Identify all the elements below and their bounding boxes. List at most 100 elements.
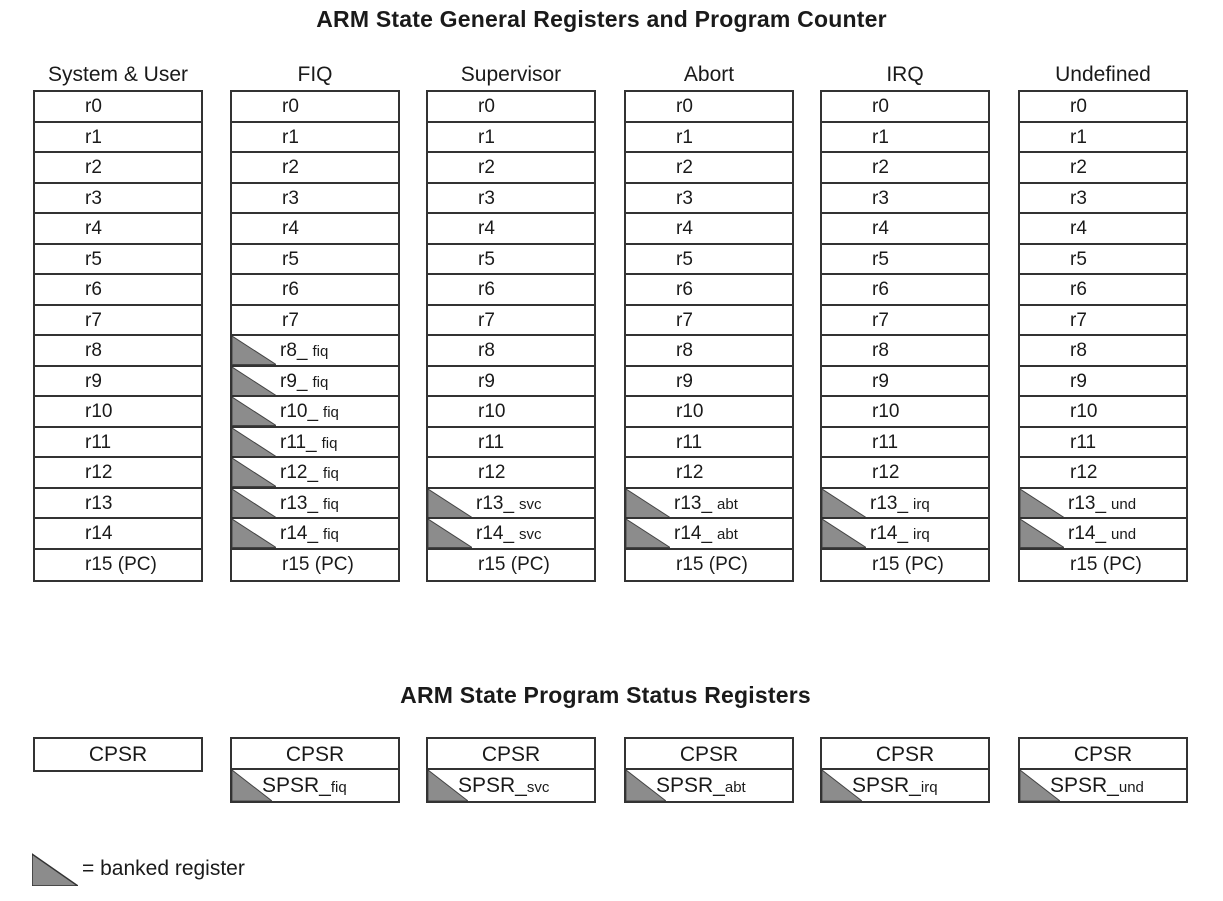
register-cell: r2 <box>822 153 988 184</box>
register-label: r5 <box>1070 245 1087 274</box>
register-label: r15 (PC) <box>1070 550 1142 580</box>
spsr-mode-suffix: irq <box>920 779 938 796</box>
register-cell: r2 <box>35 153 201 184</box>
status-register-box: CPSR SPSR_svc <box>426 737 596 803</box>
register-cell: r2 <box>626 153 792 184</box>
register-label: r10 <box>478 397 505 426</box>
register-name: r7 <box>1070 309 1087 331</box>
register-label: r11 <box>85 428 111 457</box>
register-cell: r9 <box>1020 367 1186 397</box>
cpsr-cell: CPSR <box>232 739 398 770</box>
register-label: r9_ fiq <box>280 367 328 396</box>
mode-header: Supervisor <box>460 63 562 86</box>
register-name: r14_ <box>674 523 713 544</box>
register-label: r12 <box>872 458 899 487</box>
register-cell: r11 <box>822 428 988 458</box>
register-label: r2 <box>85 153 102 182</box>
legend-text: = banked register <box>82 857 245 880</box>
register-label: r3 <box>1070 184 1087 213</box>
register-name: r6 <box>872 279 889 300</box>
mode-column: Undefined r0 r1 r2 r3 r4 r5 r6 r7 r8 r9 r10 r11 r12 r1… <box>1018 60 1188 582</box>
banked-triangle-icon <box>428 488 472 517</box>
register-label: r7 <box>1070 306 1087 335</box>
register-cell: r10 <box>35 397 201 428</box>
register-mode-suffix: fiq <box>321 434 338 452</box>
register-cell: r3 <box>35 184 201 214</box>
register-name: r0 <box>676 96 693 117</box>
register-name: r7 <box>478 309 495 331</box>
banked-triangle-icon <box>32 852 78 886</box>
register-cell: r7 <box>232 306 398 336</box>
register-name: r6 <box>478 279 495 300</box>
banked-register-cell: r14_ abt <box>626 519 792 550</box>
register-name: r7 <box>282 309 299 331</box>
register-cell: r5 <box>232 245 398 275</box>
register-label: r3 <box>282 184 299 213</box>
spsr-cell: SPSR_svc <box>428 770 594 801</box>
register-cell: r11 <box>428 428 594 458</box>
register-label: r4 <box>676 214 693 243</box>
spsr-cell: SPSR_und <box>1020 770 1186 801</box>
register-label: r5 <box>872 245 889 274</box>
banked-triangle-icon <box>626 488 670 517</box>
register-name: r0 <box>85 96 102 117</box>
spsr-name: SPSR_ <box>262 774 331 797</box>
banked-register-cell: r14_ und <box>1020 519 1186 550</box>
register-mode-suffix: abt <box>717 526 738 543</box>
register-label: r0 <box>872 92 889 121</box>
spsr-cell: SPSR_irq <box>822 770 988 801</box>
register-name: r2 <box>676 157 693 178</box>
register-label: r8_ fiq <box>280 336 328 365</box>
register-name: r15 (PC) <box>478 553 550 575</box>
register-label: r0 <box>85 92 102 121</box>
register-label: r9 <box>478 367 495 396</box>
register-label: r13_ svc <box>476 489 542 518</box>
register-label: r4 <box>872 214 889 243</box>
register-cell: r11 <box>626 428 792 458</box>
register-label: r8 <box>85 336 102 365</box>
banked-triangle-icon <box>232 427 276 456</box>
register-cell: r6 <box>428 275 594 306</box>
register-mode-suffix: svc <box>519 495 542 513</box>
register-name: r2 <box>282 157 299 178</box>
register-name: r1 <box>1070 126 1087 148</box>
spsr-mode-suffix: abt <box>724 779 746 796</box>
register-label: r8 <box>676 336 693 365</box>
register-label: r1 <box>676 123 693 152</box>
register-cell: r6 <box>626 275 792 306</box>
register-cell: r7 <box>822 306 988 336</box>
register-cell: r10 <box>822 397 988 428</box>
register-cell: r8 <box>1020 336 1186 367</box>
register-mode-suffix: irq <box>913 526 930 543</box>
register-label: r8 <box>1070 336 1087 365</box>
register-cell: r1 <box>822 123 988 153</box>
register-bank: r0 r1 r2 r3 r4 r5 r6 r7 r8 r9 r10 r11 r12 r13_ svc r14_… <box>426 90 596 582</box>
register-label: r13_ fiq <box>280 489 339 518</box>
register-name: r5 <box>478 248 495 270</box>
register-name: r3 <box>478 187 495 209</box>
register-name: r4 <box>478 218 495 239</box>
register-label: r4 <box>1070 214 1087 243</box>
register-name: r15 (PC) <box>1070 553 1142 575</box>
register-label: r13_ irq <box>870 489 930 518</box>
banked-triangle-icon <box>232 336 276 365</box>
register-label: r11 <box>1070 428 1096 457</box>
register-name: r13_ <box>674 492 713 514</box>
register-cell: r5 <box>35 245 201 275</box>
register-cell: r15 (PC) <box>626 550 792 581</box>
register-cell: r8 <box>822 336 988 367</box>
register-bank: r0 r1 r2 r3 r4 r5 r6 r7 r8 r9 r10 r11 r12 r13_ abt r14_… <box>624 90 794 582</box>
banked-register-cell: r8_ fiq <box>232 336 398 367</box>
register-name: r2 <box>872 157 889 178</box>
register-cell: r11 <box>35 428 201 458</box>
register-label: r13 <box>85 489 112 518</box>
register-cell: r1 <box>35 123 201 153</box>
register-cell: r10 <box>1020 397 1186 428</box>
register-mode-suffix: abt <box>717 495 738 513</box>
register-label: r14_ fiq <box>280 519 339 548</box>
register-label: r11 <box>676 428 702 457</box>
register-cell: r1 <box>428 123 594 153</box>
register-mode-suffix: fiq <box>323 465 339 482</box>
register-label: r11 <box>872 428 898 457</box>
register-cell: r15 (PC) <box>1020 550 1186 581</box>
